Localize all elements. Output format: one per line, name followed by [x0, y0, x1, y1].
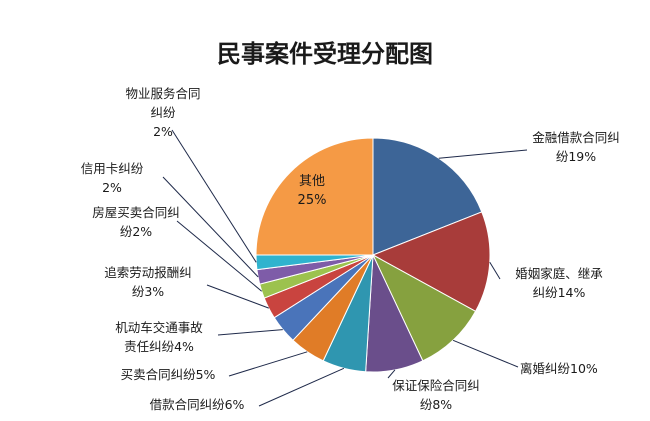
- slice-label-line: 离婚纠纷10%: [520, 361, 598, 376]
- slice-label-line: 责任纠纷4%: [124, 339, 194, 354]
- pie-slice-2: [371, 253, 477, 362]
- slice-label-line: 纷2%: [120, 224, 152, 239]
- slice-label-line: 婚姻家庭、继承: [515, 266, 603, 281]
- leader-line-3: [387, 369, 396, 379]
- slice-label-line: 房屋买卖合同纠: [92, 205, 180, 220]
- slice-label-2: 离婚纠纷10%: [520, 361, 598, 376]
- slice-label-line: 物业服务合同: [125, 86, 200, 101]
- slice-label-line: 金融借款合同纠: [532, 130, 620, 145]
- leader-line-5: [228, 351, 308, 377]
- chart-title: 民事案件受理分配图: [217, 40, 433, 68]
- slice-label-line: 2%: [102, 180, 122, 195]
- slice-label-line: 其他: [299, 174, 325, 189]
- slice-label-line: 纷3%: [132, 284, 164, 299]
- leader-line-7: [206, 284, 269, 309]
- pie-slice-0: [372, 137, 483, 256]
- slice-label-line: 纠纷14%: [533, 285, 586, 300]
- slice-label-6: 机动车交通事故责任纠纷4%: [115, 320, 203, 354]
- slice-label-line: 保证保险合同纠: [392, 378, 480, 393]
- slice-label-line: 借款合同纠纷6%: [150, 397, 245, 412]
- slice-label-0: 金融借款合同纠纷19%: [532, 130, 620, 164]
- slice-label-8: 房屋买卖合同纠纷2%: [92, 205, 180, 239]
- slice-label-5: 买卖合同纠纷5%: [121, 367, 216, 382]
- leader-line-1: [489, 262, 501, 280]
- slice-label-line: 追索劳动报酬纠: [104, 265, 192, 280]
- slice-label-1: 婚姻家庭、继承纠纷14%: [515, 266, 603, 300]
- slice-label-11: 其他 25%: [298, 174, 327, 208]
- leader-line-9: [162, 176, 259, 278]
- slice-label-9: 信用卡纠纷 2%: [81, 161, 144, 195]
- slice-label-line: 机动车交通事故: [115, 320, 203, 335]
- leader-line-10: [171, 129, 257, 263]
- leader-line-8: [176, 220, 263, 292]
- slice-label-line: 纠纷: [150, 105, 176, 120]
- slice-label-4: 借款合同纠纷6%: [150, 397, 245, 412]
- slice-label-line: 2%: [153, 124, 173, 139]
- slice-label-3: 保证保险合同纠纷8%: [392, 378, 480, 412]
- leader-line-2: [452, 339, 519, 368]
- slice-label-10: 物业服务合同纠纷 2%: [125, 86, 200, 139]
- pie-slice-11: [255, 137, 374, 256]
- pie-slices: [255, 137, 491, 373]
- slice-label-line: 25%: [298, 193, 327, 208]
- slice-label-7: 追索劳动报酬纠纷3%: [104, 265, 192, 299]
- leader-line-4: [258, 367, 345, 407]
- slice-label-line: 买卖合同纠纷5%: [121, 367, 216, 382]
- leader-lines: [162, 129, 528, 407]
- slice-label-line: 纷8%: [420, 397, 452, 412]
- leader-line-0: [438, 149, 528, 159]
- slice-label-line: 信用卡纠纷: [81, 161, 144, 176]
- leader-line-6: [217, 329, 283, 336]
- slice-labels: 金融借款合同纠纷19% 婚姻家庭、继承纠纷14% 离婚纠纷10% 保证保险合同纠纷8%…: [81, 86, 620, 412]
- slice-label-line: 纷19%: [556, 149, 596, 164]
